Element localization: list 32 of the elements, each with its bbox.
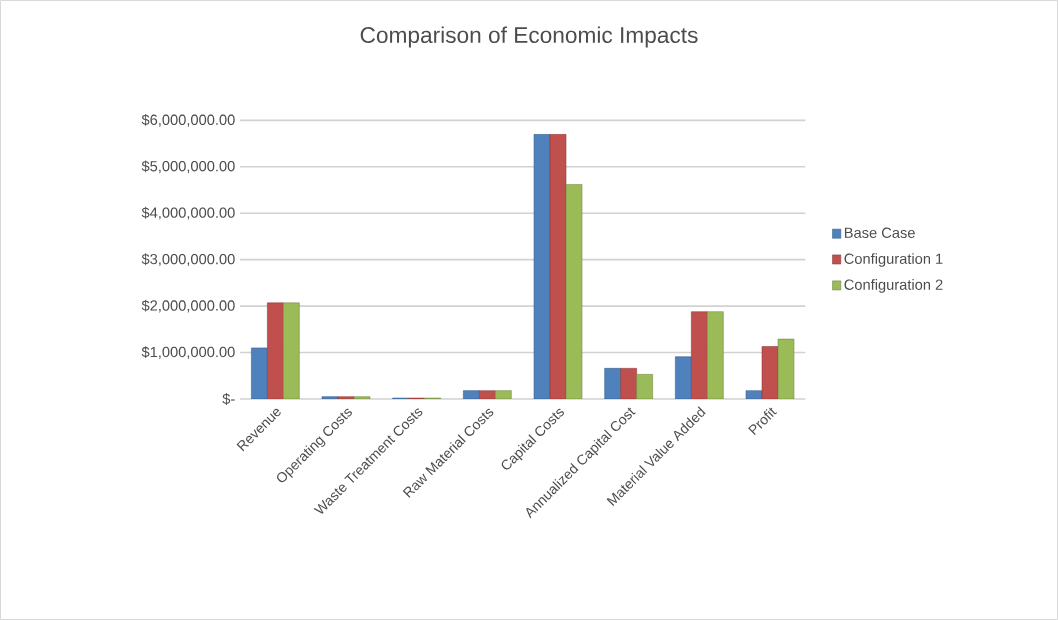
chart-title: Comparison of Economic Impacts (360, 26, 698, 48)
bar (283, 302, 300, 399)
bar (337, 396, 355, 399)
y-tick-label: $2,000,000.00 (141, 299, 235, 313)
bar (549, 133, 567, 399)
bar (620, 368, 637, 399)
bar (353, 396, 371, 399)
bar (251, 347, 268, 399)
y-tick-label: $6,000,000.00 (141, 113, 235, 127)
bar (707, 311, 724, 399)
bar (777, 338, 795, 399)
bar (267, 302, 284, 399)
bar (691, 311, 708, 399)
bar (463, 390, 480, 399)
bar (321, 396, 339, 399)
bar (745, 390, 763, 399)
legend-label: Base Case (844, 227, 915, 238)
bar (675, 356, 692, 399)
bar (761, 346, 779, 399)
y-tick-label: $5,000,000.00 (141, 160, 235, 174)
legend-label: Configuration 2 (844, 279, 943, 293)
bar (495, 390, 512, 399)
bar (479, 390, 496, 399)
y-tick-label: $4,000,000.00 (141, 206, 235, 220)
y-tick-label: $3,000,000.00 (141, 253, 235, 267)
bar (533, 133, 551, 399)
y-tick-label: $- (222, 393, 235, 405)
legend-label: Configuration 1 (844, 253, 943, 267)
bar (604, 368, 621, 399)
bar (636, 374, 653, 399)
y-tick-label: $1,000,000.00 (141, 346, 235, 359)
bar (565, 184, 583, 399)
